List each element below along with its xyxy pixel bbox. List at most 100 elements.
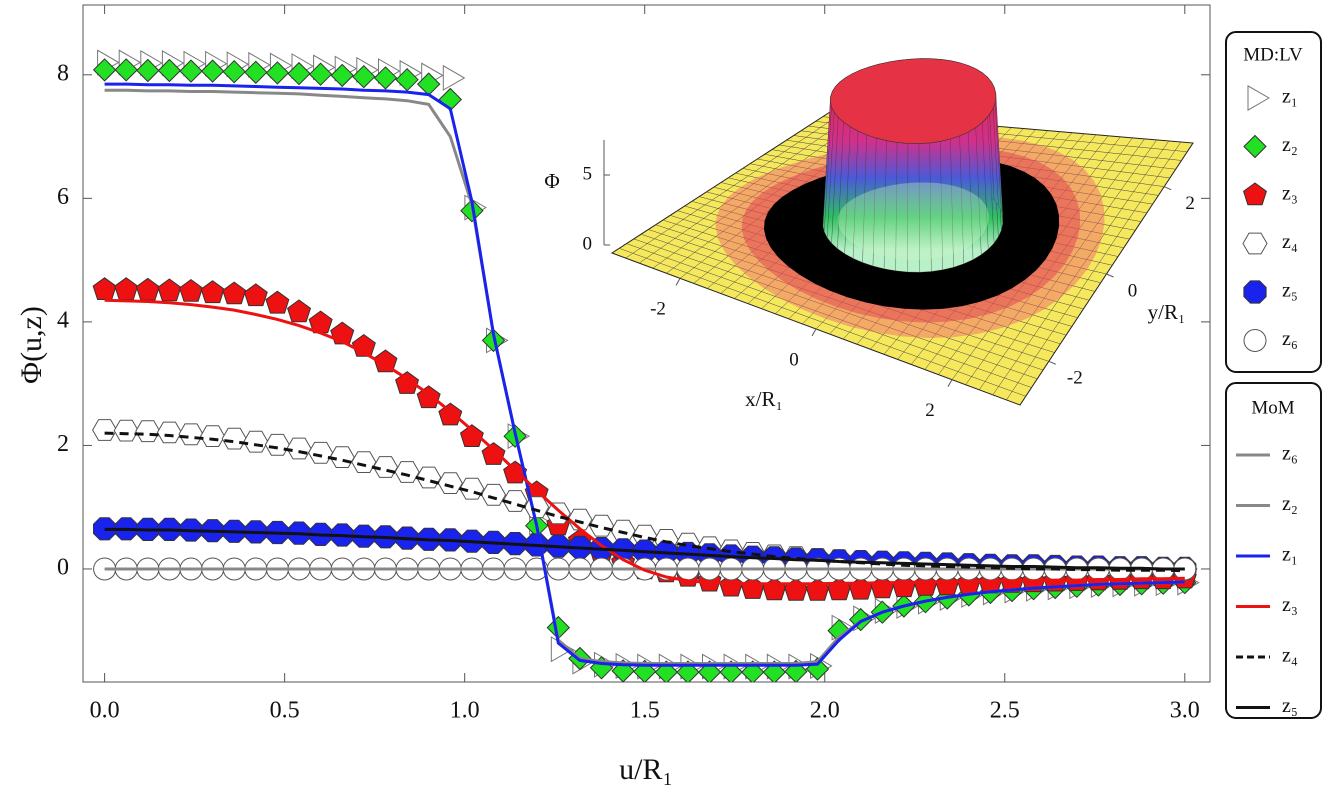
legend-title: MoM <box>1251 397 1294 418</box>
surface-grid <box>1006 141 1182 401</box>
marker <box>286 437 312 460</box>
x-tick-label: 1.0 <box>450 698 480 724</box>
x-tick <box>947 379 953 387</box>
marker <box>221 427 247 450</box>
marker <box>416 72 441 96</box>
legend-label: z₆ <box>1282 443 1298 465</box>
marker <box>1247 85 1271 111</box>
x-tick <box>675 278 681 286</box>
line <box>104 527 1185 571</box>
marker <box>351 451 377 473</box>
y-axis-label: Φ(u,z) <box>15 306 48 384</box>
line <box>104 431 1185 573</box>
marker <box>113 419 139 442</box>
marker <box>480 483 507 506</box>
marker <box>1243 134 1267 159</box>
y-tick-label: 0 <box>57 554 69 580</box>
marker <box>308 62 333 86</box>
marker <box>437 472 463 494</box>
marker <box>92 277 117 300</box>
marker <box>265 61 290 85</box>
marker <box>287 299 312 323</box>
marker <box>222 281 247 305</box>
legend-box <box>1225 382 1322 719</box>
y-tick-label: 0 <box>1128 280 1138 301</box>
marker <box>805 577 830 601</box>
marker <box>135 277 160 301</box>
y-tick-label: -2 <box>1067 368 1083 389</box>
z-tick-label: 0 <box>583 233 593 254</box>
marker <box>827 577 852 601</box>
marker <box>200 59 225 83</box>
marker <box>178 423 204 446</box>
surface-top <box>829 58 997 144</box>
legend-label: z₅ <box>1282 695 1298 717</box>
x-tick-label: 0 <box>789 349 799 370</box>
marker <box>1243 329 1267 352</box>
marker <box>136 58 160 83</box>
surface-grid <box>978 139 1157 390</box>
marker <box>92 58 117 82</box>
y-tick <box>1106 273 1114 278</box>
marker <box>244 60 268 85</box>
legend-box <box>1225 31 1322 373</box>
x-axis-label: u/R₁ <box>619 753 673 786</box>
x-tick <box>811 328 817 337</box>
marker <box>308 441 334 464</box>
marker <box>114 277 139 300</box>
marker <box>395 371 420 394</box>
surface-base <box>837 182 989 260</box>
plot-frame <box>82 4 1211 683</box>
z-axis-label: Φ <box>544 169 559 193</box>
x-tick-label: 2.0 <box>810 698 840 724</box>
legend-label: z₁ <box>1282 544 1298 566</box>
marker <box>243 430 269 453</box>
marker <box>395 67 419 92</box>
marker <box>157 278 182 302</box>
y-axis-label: y/R₁ <box>1148 300 1186 324</box>
marker <box>352 64 376 89</box>
legend-title: MD:LV <box>1243 44 1303 65</box>
y-tick-label: 8 <box>57 60 69 86</box>
marker <box>264 433 290 456</box>
legend-label: z₆ <box>1282 328 1298 350</box>
marker <box>373 66 398 90</box>
legend-label: z₃ <box>1282 183 1298 205</box>
marker <box>848 576 873 600</box>
y-tick <box>1163 186 1172 191</box>
marker <box>610 519 636 542</box>
legend-label: z₄ <box>1282 645 1298 667</box>
marker <box>373 349 398 373</box>
marker <box>265 290 290 314</box>
marker <box>459 424 484 447</box>
y-tick-label: 4 <box>57 307 69 333</box>
line <box>104 82 1185 667</box>
y-tick-label: 2 <box>57 431 69 457</box>
x-tick-label: -2 <box>650 299 666 320</box>
line <box>104 298 1185 586</box>
marker <box>287 61 311 86</box>
legend-label: z₁ <box>1282 86 1298 108</box>
marker <box>783 577 808 601</box>
x-axis-label: x/R₁ <box>745 387 783 411</box>
marker <box>762 577 787 601</box>
marker <box>546 615 571 640</box>
marker <box>157 58 182 83</box>
marker <box>330 63 354 88</box>
marker <box>1243 280 1267 304</box>
marker <box>135 420 161 443</box>
y-tick-label: 6 <box>57 184 69 210</box>
x-tick-label: 2 <box>925 400 935 421</box>
inset: 0 5 -2 0 2 -2 0 2 x/R₁ y/R₁ Φ <box>544 58 1195 421</box>
marker <box>179 278 203 302</box>
y-tick-label: 2 <box>1185 193 1195 214</box>
marker <box>394 461 420 483</box>
marker <box>442 64 466 91</box>
marker <box>200 280 225 304</box>
legend-label: z₅ <box>1282 280 1298 302</box>
marker <box>156 421 182 444</box>
marker <box>179 59 203 83</box>
marker <box>114 58 138 82</box>
